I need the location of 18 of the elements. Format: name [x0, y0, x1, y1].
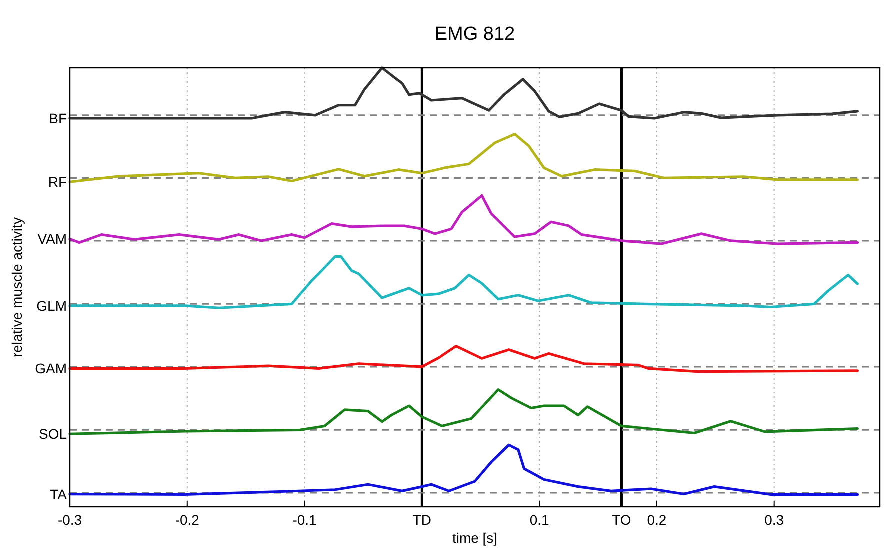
series-label: VAM [38, 231, 67, 248]
series-label: SOL [38, 426, 68, 442]
x-tick-label: 0.3 [764, 512, 784, 528]
chart-title: EMG 812 [434, 24, 516, 45]
x-tick-label: -0.1 [292, 512, 318, 528]
x-tick-label: -0.3 [58, 512, 82, 528]
y-axis-title: relative muscle activity [9, 217, 25, 358]
x-tick-label: 0.2 [647, 512, 667, 528]
ref-line-label: TD [412, 512, 432, 528]
series-label: GAM [35, 360, 67, 377]
x-tick-label: -0.2 [175, 512, 200, 528]
x-tick-label: 0.1 [530, 512, 550, 528]
series-label: BF [49, 110, 67, 126]
series-label: GLM [36, 298, 67, 314]
series-label: TA [50, 486, 68, 502]
x-axis-title: time [s] [452, 530, 498, 546]
ref-line-label: TO [612, 512, 632, 528]
series-label: RF [48, 174, 67, 190]
